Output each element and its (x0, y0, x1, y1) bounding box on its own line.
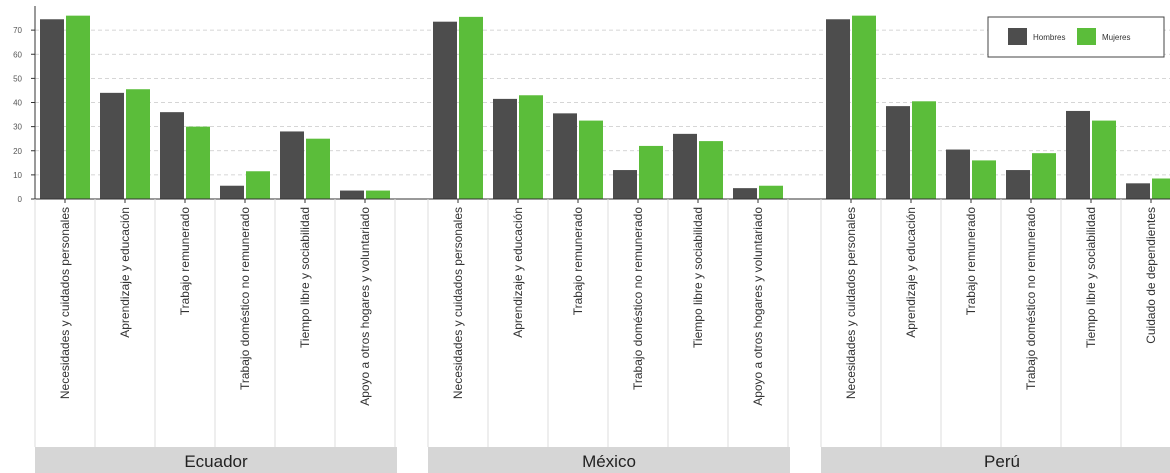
y-axis: 0 10 20 30 40 50 60 70 (13, 6, 36, 204)
x-category-label: Necesidades y cuidados personales (58, 207, 72, 399)
bar-hombres (553, 113, 577, 199)
bar-hombres (433, 21, 457, 200)
x-category-label: Necesidades y cuidados personales (844, 207, 858, 399)
x-category-label: Trabajo doméstico no remunerado (1024, 207, 1038, 390)
bars-layer (40, 15, 1170, 200)
bar-hombres (40, 19, 64, 199)
panel-label: Ecuador (184, 452, 248, 471)
y-tick-label: 10 (13, 171, 22, 180)
y-tick-label: 60 (13, 50, 22, 59)
bar-hombres (673, 133, 697, 199)
legend-swatch-hombres (1008, 28, 1027, 45)
bar-mujeres (759, 185, 783, 199)
bar-hombres (280, 131, 304, 199)
x-category-label: Trabajo doméstico no remunerado (238, 207, 252, 390)
x-category-label: Trabajo remunerado (964, 207, 978, 316)
legend-label-hombres: Hombres (1033, 33, 1065, 42)
bar-mujeres (366, 190, 390, 199)
panel-strip (821, 447, 1170, 473)
bar-hombres (733, 188, 757, 199)
y-tick-label: 70 (13, 26, 22, 35)
bar-hombres (1006, 170, 1030, 199)
bar-hombres (160, 112, 184, 199)
bar-mujeres (579, 120, 603, 199)
x-category-label: Aprendizaje y educación (904, 207, 918, 338)
bar-mujeres (1152, 178, 1170, 199)
x-category-label: Trabajo remunerado (178, 207, 192, 316)
x-category-label: Trabajo doméstico no remunerado (631, 207, 645, 390)
legend: Hombres Mujeres (987, 16, 1165, 58)
y-tick-label: 40 (13, 99, 22, 108)
bar-mujeres (699, 141, 723, 199)
panel-strip (35, 447, 397, 473)
bar-mujeres (459, 16, 483, 200)
bar-hombres (220, 185, 244, 199)
x-category-label: Necesidades y cuidados personales (451, 207, 465, 399)
panel-strip (428, 447, 790, 473)
bar-mujeres (519, 95, 543, 199)
bar-hombres (613, 170, 637, 199)
bar-mujeres (66, 15, 90, 200)
panel-label: México (582, 452, 636, 471)
x-category-label: Apoyo a otros hogares y voluntariado (358, 207, 372, 406)
bar-mujeres (126, 89, 150, 199)
x-category-label: Cuidado de dependientes (1144, 207, 1158, 344)
x-category-label: Tiempo libre y sociabilidad (298, 207, 312, 348)
bar-hombres (340, 190, 364, 199)
x-category-label: Trabajo remunerado (571, 207, 585, 316)
bar-hombres (493, 98, 517, 199)
bar-mujeres (852, 15, 876, 200)
bar-mujeres (186, 126, 210, 199)
bar-mujeres (912, 101, 936, 199)
y-tick-label: 20 (13, 147, 22, 156)
bar-mujeres (1032, 153, 1056, 199)
legend-label-mujeres: Mujeres (1102, 33, 1130, 42)
y-tick-label: 50 (13, 74, 22, 83)
y-tick-label: 0 (18, 195, 23, 204)
bar-mujeres (246, 171, 270, 199)
panel-strips: Ecuador México Perú (35, 447, 1170, 473)
bar-hombres (1126, 183, 1150, 199)
y-tick-label: 30 (13, 123, 22, 132)
bar-hombres (1066, 110, 1090, 199)
x-category-label: Aprendizaje y educación (511, 207, 525, 338)
bar-mujeres (306, 138, 330, 199)
x-category-label: Aprendizaje y educación (118, 207, 132, 338)
bar-mujeres (1092, 120, 1116, 199)
legend-swatch-mujeres (1077, 28, 1096, 45)
x-category-label: Tiempo libre y sociabilidad (691, 207, 705, 348)
bar-hombres (826, 19, 850, 199)
bar-hombres (886, 106, 910, 199)
bar-mujeres (972, 160, 996, 199)
bar-hombres (100, 92, 124, 199)
x-category-label: Tiempo libre y sociabilidad (1084, 207, 1098, 348)
bar-hombres (946, 149, 970, 199)
bar-mujeres (639, 145, 663, 199)
x-axis: Necesidades y cuidados personales Aprendi… (34, 198, 1170, 447)
panel-label: Perú (984, 452, 1020, 471)
x-category-label: Apoyo a otros hogares y voluntariado (751, 207, 765, 406)
